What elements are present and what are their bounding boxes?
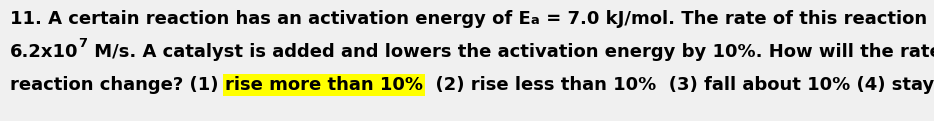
Text: rise more than 10%: rise more than 10% — [225, 76, 423, 94]
Text: 6.2x10: 6.2x10 — [10, 43, 78, 61]
Text: 11. A certain reaction has an activation energy of E: 11. A certain reaction has an activation… — [10, 10, 531, 28]
Text: (2) rise less than 10%  (3) fall about 10% (4) stay the same: (2) rise less than 10% (3) fall about 10… — [423, 76, 934, 94]
Text: 7: 7 — [78, 37, 88, 50]
Text: a: a — [531, 14, 540, 27]
Text: M/s. A catalyst is added and lowers the activation energy by 10%. How will the r: M/s. A catalyst is added and lowers the … — [88, 43, 934, 61]
Text: = 7.0 kJ/mol. The rate of this reaction at 302K is: = 7.0 kJ/mol. The rate of this reaction … — [540, 10, 934, 28]
Text: reaction change? (1): reaction change? (1) — [10, 76, 225, 94]
